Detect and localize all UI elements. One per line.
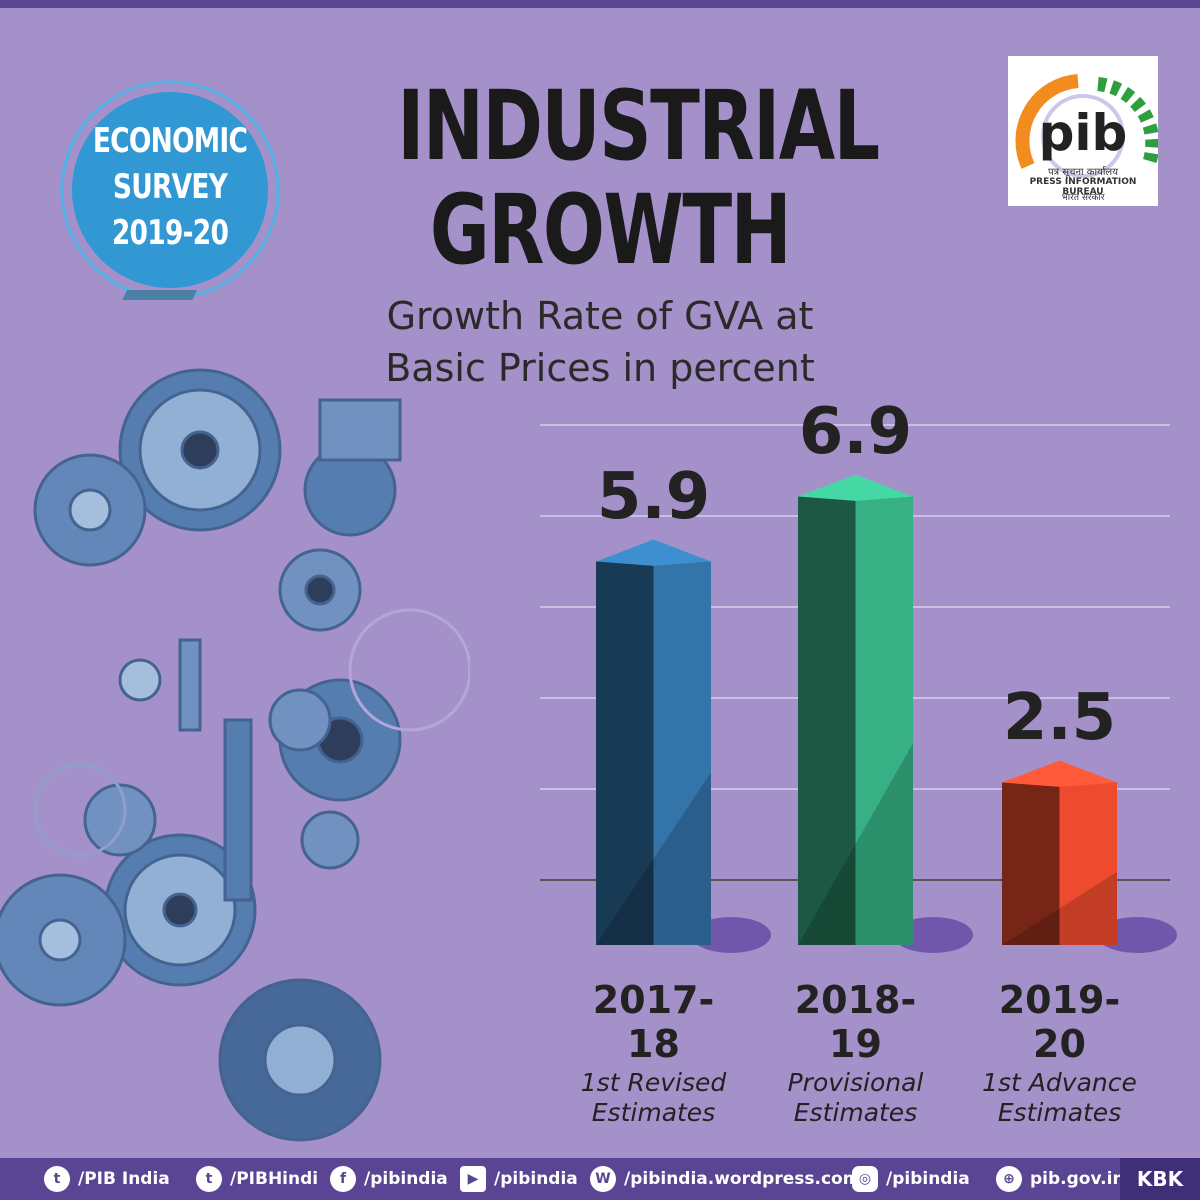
bar-chart	[540, 424, 1177, 953]
estimate-label-line: Estimates	[591, 1098, 716, 1127]
subtitle-line-2: Basic Prices in percent	[385, 346, 815, 390]
footer-label: /pibindia	[494, 1169, 578, 1189]
pib-logo-text: pib	[1038, 104, 1128, 162]
chart-subtitle: Growth Rate of GVA at Basic Prices in pe…	[340, 290, 860, 394]
estimate-label-line: 1st Advance	[982, 1068, 1137, 1097]
pib-english-text: PRESS INFORMATION BUREAU	[1029, 177, 1137, 197]
category-label-line: 18	[627, 1022, 680, 1066]
estimate-label-line: 1st Revised	[580, 1068, 727, 1097]
category-label-line: 2018-	[794, 978, 917, 1022]
bar-shade	[1002, 871, 1117, 945]
bar-shade	[798, 743, 913, 945]
wordpress-icon: W	[590, 1166, 616, 1192]
economic-survey-badge: ECONOMIC SURVEY 2019-20	[60, 80, 280, 300]
estimate-label-line: Estimates	[997, 1098, 1122, 1127]
bar-left-face	[798, 496, 856, 945]
machinery-illustration	[0, 368, 470, 1142]
pib-hindi-text: पत्र सूचना कार्यालय	[1047, 167, 1119, 178]
twitter-icon: t	[196, 1166, 222, 1192]
bar-left-face	[1002, 782, 1060, 945]
estimate-label-line: Estimates	[793, 1098, 918, 1127]
pib-logo: pib पत्र सूचना कार्यालय PRESS INFORMATIO…	[1008, 56, 1158, 206]
footer-label: /pibindia	[886, 1169, 970, 1189]
footer-bar: t /PIB India t /PIBHindi f /pibindia ▶ /…	[0, 1158, 1200, 1200]
category-label: 2019- 20	[960, 978, 1160, 1066]
bar-shade	[596, 772, 711, 945]
footer-label: /PIBHindi	[230, 1169, 319, 1189]
instagram-icon: ◎	[852, 1166, 878, 1192]
category-label: 2017- 18	[554, 978, 754, 1066]
value-label: 2.5	[1002, 680, 1117, 755]
category-label-line: 20	[1033, 1022, 1086, 1066]
estimate-label: Provisional Estimates	[746, 1068, 966, 1128]
credit-kbk: KBK	[1120, 1158, 1200, 1200]
footer-twitter-pibhindi[interactable]: t /PIBHindi	[196, 1158, 318, 1200]
category-label-line: 19	[829, 1022, 882, 1066]
title-line-2: GROWTH	[429, 174, 792, 286]
estimate-label: 1st Revised Estimates	[544, 1068, 764, 1128]
bar-2018-19	[798, 474, 973, 953]
bar-2017-18	[596, 539, 771, 953]
bar-right-face	[653, 561, 711, 945]
footer-wordpress[interactable]: W /pibindia.wordpress.com	[590, 1158, 860, 1200]
twitter-icon: t	[44, 1166, 70, 1192]
bar-left-face	[596, 561, 654, 945]
bar-2019-20	[1002, 760, 1177, 953]
footer-label: /pibindia	[364, 1169, 448, 1189]
bar-top-face	[1002, 760, 1117, 787]
facebook-icon: f	[330, 1166, 356, 1192]
pib-hindi-text-2: भारत सरकार	[1061, 193, 1105, 203]
footer-facebook[interactable]: f /pibindia	[330, 1158, 448, 1200]
bar-right-face	[855, 496, 913, 945]
value-label: 5.9	[596, 459, 711, 534]
value-label: 6.9	[798, 394, 913, 469]
footer-instagram[interactable]: ◎ /pibindia	[852, 1158, 970, 1200]
top-bar	[0, 0, 1200, 8]
title-line-1: INDUSTRIAL	[397, 70, 880, 182]
bar-right-face	[1059, 782, 1117, 945]
category-label-line: 2017-	[592, 978, 715, 1022]
badge-line-2: SURVEY	[112, 167, 228, 207]
bar-top-face	[798, 474, 913, 501]
footer-label: pib.gov.in	[1030, 1169, 1125, 1189]
category-label: 2018- 19	[756, 978, 956, 1066]
footer-website[interactable]: ⊕ pib.gov.in	[996, 1158, 1125, 1200]
category-label-line: 2019-	[998, 978, 1121, 1022]
estimate-label: 1st Advance Estimates	[950, 1068, 1170, 1128]
bar-top-face	[596, 539, 711, 566]
estimate-label-line: Provisional	[787, 1068, 924, 1097]
badge-line-1: ECONOMIC	[92, 121, 248, 161]
badge-line-3: 2019-20	[111, 213, 229, 253]
footer-twitter-pib[interactable]: t /PIB India	[44, 1158, 170, 1200]
footer-label: /PIB India	[78, 1169, 170, 1189]
footer-label: /pibindia.wordpress.com	[624, 1169, 861, 1189]
youtube-icon: ▶	[460, 1166, 486, 1192]
footer-youtube[interactable]: ▶ /pibindia	[460, 1158, 578, 1200]
subtitle-line-1: Growth Rate of GVA at	[386, 294, 814, 338]
page-title: INDUSTRIAL GROWTH	[330, 74, 890, 282]
globe-icon: ⊕	[996, 1166, 1022, 1192]
